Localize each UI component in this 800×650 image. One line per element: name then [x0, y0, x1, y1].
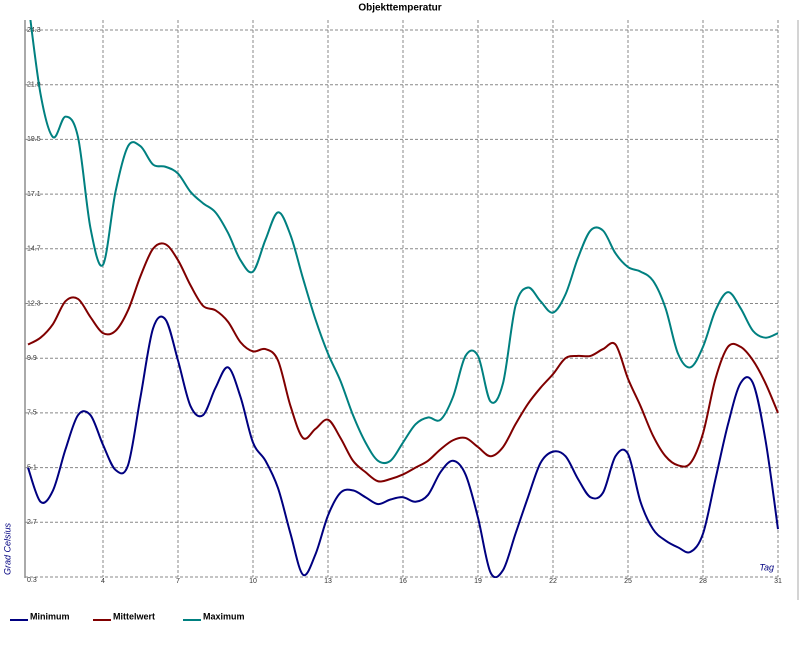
x-tick-label: 19: [474, 578, 482, 585]
series-line: [27, 242, 779, 483]
chart-title: Objekttemperatur: [358, 3, 441, 14]
legend-label: Mittelwert: [113, 611, 155, 621]
y-tick-label: 9.9: [27, 355, 37, 362]
x-tick-label: 31: [774, 578, 782, 585]
legend-label: Maximum: [203, 611, 245, 621]
x-axis-label: Tag: [759, 562, 774, 572]
y-tick-label: 21.9: [27, 82, 41, 89]
x-tick-label: 25: [624, 578, 632, 585]
plot-lines: [27, 20, 779, 578]
y-tick-label: 5.1: [27, 464, 37, 471]
x-tick-label: 7: [176, 578, 180, 585]
y-tick-label: 0.3: [27, 577, 37, 584]
y-tick-label: 19.5: [27, 136, 41, 143]
x-tick-label: 16: [399, 578, 407, 585]
x-tick-label: 13: [324, 578, 332, 585]
y-tick-label: 2.7: [27, 519, 37, 526]
y-axis-label: Grad Celsius: [2, 522, 12, 575]
series-line: [27, 315, 779, 578]
series-line: [29, 20, 779, 465]
y-tick-label: 17.1: [27, 191, 41, 198]
y-tick-label: 7.5: [27, 410, 37, 417]
x-tick-label: 4: [101, 578, 105, 585]
x-tick-label: 22: [549, 578, 557, 585]
legend-label: Minimum: [30, 611, 70, 621]
x-tick-label: 10: [249, 578, 257, 585]
y-tick-label: 24.3: [27, 27, 41, 34]
y-tick-label: 12.3: [27, 300, 41, 307]
y-tick-label: 14.7: [27, 246, 41, 253]
x-tick-label: 28: [699, 578, 707, 585]
